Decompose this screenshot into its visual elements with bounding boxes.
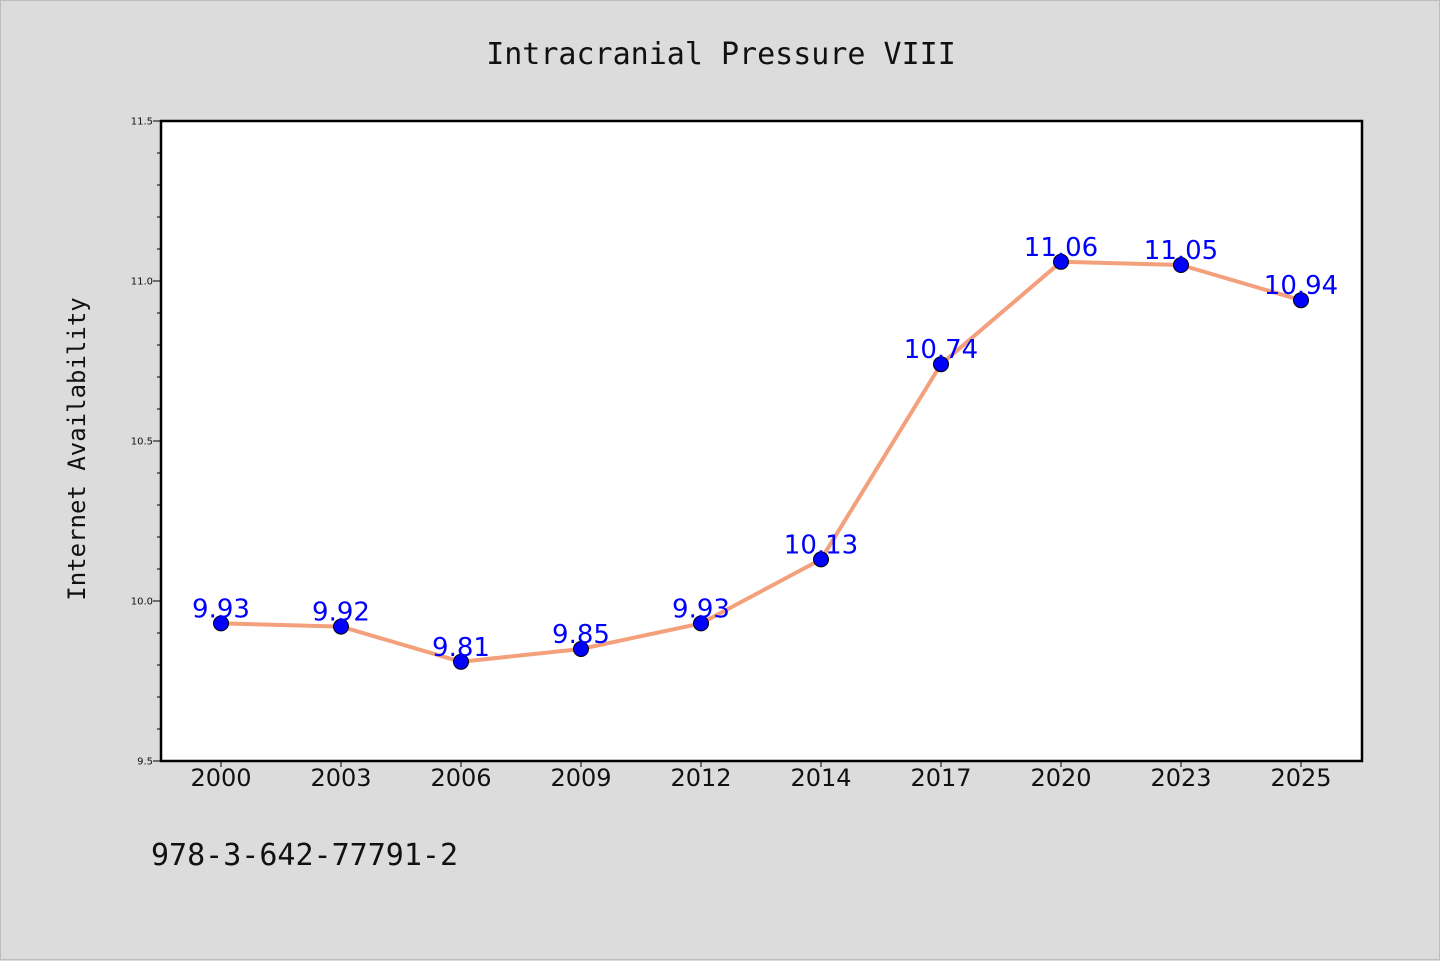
- y-axis-label: Internet Availability: [63, 297, 91, 600]
- y-tick-label: 11.0: [131, 277, 153, 288]
- x-tick-label: 2000: [190, 764, 251, 792]
- y-tick-label: 10.5: [131, 437, 153, 448]
- x-tick-label: 2017: [910, 764, 971, 792]
- data-label: 9.81: [432, 633, 490, 663]
- x-tick-label: 2014: [790, 764, 851, 792]
- data-label: 10.74: [904, 335, 978, 365]
- data-point-marker: [333, 618, 349, 635]
- data-point-marker: [213, 615, 229, 632]
- data-label: 9.92: [312, 598, 370, 628]
- data-label: 9.93: [192, 594, 250, 624]
- data-point-marker: [693, 615, 709, 632]
- data-point-marker: [1173, 257, 1189, 273]
- series-line: [219, 259, 1303, 664]
- x-tick-label: 2025: [1270, 764, 1331, 792]
- y-tick-label: 9.5: [137, 757, 153, 768]
- y-tick-label: 11.5: [131, 117, 153, 128]
- x-tick-label: 2003: [310, 764, 371, 792]
- x-tick-label: 2020: [1030, 764, 1091, 792]
- ticks-layer: 9.5 10.0 10.5 11.0 11.5 2000 2003 2006 2009 2012 2…: [131, 117, 1332, 793]
- data-point-marker: [1053, 253, 1069, 270]
- data-point-marker: [1293, 292, 1309, 309]
- data-label: 9.85: [552, 620, 610, 650]
- data-point-marker: [453, 653, 469, 670]
- data-point-marker: [813, 551, 829, 568]
- y-tick-label: 10.0: [131, 597, 153, 608]
- data-labels-layer: 9.93 9.92 9.81 9.85 9.93 10.13 10.74 11.06 11.05…: [192, 233, 1338, 663]
- plot-frame: [159, 119, 1364, 763]
- x-tick-label: 2009: [550, 764, 611, 792]
- isbn-footer: 978-3-642-77791-2: [151, 838, 458, 873]
- data-label: 11.06: [1024, 233, 1098, 263]
- data-point-marker: [933, 356, 949, 373]
- x-tick-label: 2006: [430, 764, 491, 792]
- data-label: 10.94: [1264, 271, 1338, 301]
- x-tick-label: 2023: [1150, 764, 1211, 792]
- data-label: 9.93: [672, 594, 730, 624]
- x-tick-label: 2012: [670, 764, 731, 792]
- data-label: 11.05: [1144, 236, 1218, 266]
- chart-title: Intracranial Pressure VIII: [486, 37, 956, 72]
- series-layer: [213, 253, 1309, 670]
- plot-area: [161, 121, 1362, 761]
- data-point-marker: [573, 641, 589, 657]
- data-label: 10.13: [784, 530, 858, 560]
